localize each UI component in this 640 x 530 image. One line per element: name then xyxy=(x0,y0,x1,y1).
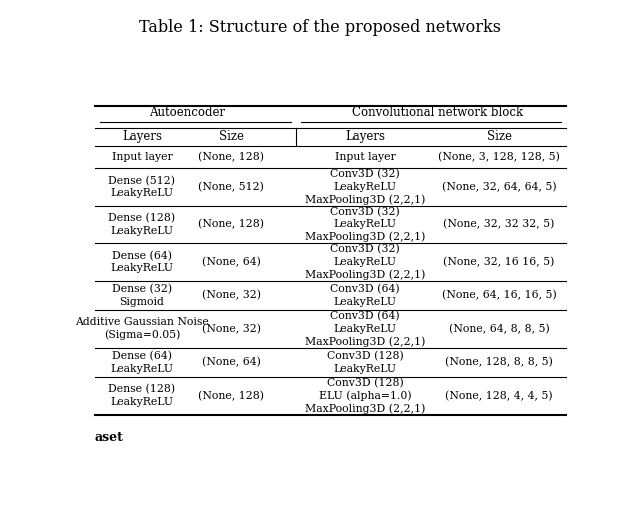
Text: Conv3D (32)
LeakyReLU
MaxPooling3D (2,2,1): Conv3D (32) LeakyReLU MaxPooling3D (2,2,… xyxy=(305,244,426,280)
Text: Convolutional network block: Convolutional network block xyxy=(351,107,523,119)
Text: Dense (64)
LeakyReLU: Dense (64) LeakyReLU xyxy=(111,251,173,273)
Text: (None, 3, 128, 128, 5): (None, 3, 128, 128, 5) xyxy=(438,152,560,162)
Text: Dense (128)
LeakyReLU: Dense (128) LeakyReLU xyxy=(108,213,175,236)
Text: Conv3D (128)
LeakyReLU: Conv3D (128) LeakyReLU xyxy=(327,351,404,374)
Text: Size: Size xyxy=(219,130,244,143)
Text: Additive Gaussian Noise
(Sigma=0.05): Additive Gaussian Noise (Sigma=0.05) xyxy=(75,317,209,340)
Text: Conv3D (64)
LeakyReLU: Conv3D (64) LeakyReLU xyxy=(330,284,400,307)
Text: Conv3D (128)
ELU (alpha=1.0)
MaxPooling3D (2,2,1): Conv3D (128) ELU (alpha=1.0) MaxPooling3… xyxy=(305,377,426,414)
Text: Size: Size xyxy=(486,130,511,143)
Text: (None, 64): (None, 64) xyxy=(202,357,260,367)
Text: Dense (128)
LeakyReLU: Dense (128) LeakyReLU xyxy=(108,384,175,407)
Text: (None, 32): (None, 32) xyxy=(202,290,260,301)
Text: Conv3D (64)
LeakyReLU
MaxPooling3D (2,2,1): Conv3D (64) LeakyReLU MaxPooling3D (2,2,… xyxy=(305,311,426,347)
Text: (None, 128): (None, 128) xyxy=(198,152,264,162)
Text: Input layer: Input layer xyxy=(335,152,396,162)
Text: Autoencoder: Autoencoder xyxy=(148,107,225,119)
Text: (None, 512): (None, 512) xyxy=(198,182,264,192)
Text: aset: aset xyxy=(95,431,124,444)
Text: Conv3D (32)
LeakyReLU
MaxPooling3D (2,2,1): Conv3D (32) LeakyReLU MaxPooling3D (2,2,… xyxy=(305,207,426,242)
Text: (None, 32, 64, 64, 5): (None, 32, 64, 64, 5) xyxy=(442,182,556,192)
Text: Layers: Layers xyxy=(345,130,385,143)
Text: (None, 32): (None, 32) xyxy=(202,324,260,334)
Text: (None, 128): (None, 128) xyxy=(198,391,264,401)
Text: (None, 128): (None, 128) xyxy=(198,219,264,229)
Text: (None, 128, 4, 4, 5): (None, 128, 4, 4, 5) xyxy=(445,391,553,401)
Text: (None, 64, 16, 16, 5): (None, 64, 16, 16, 5) xyxy=(442,290,557,301)
Text: (None, 128, 8, 8, 5): (None, 128, 8, 8, 5) xyxy=(445,357,553,367)
Text: Dense (32)
Sigmoid: Dense (32) Sigmoid xyxy=(112,284,172,307)
Text: Dense (512)
LeakyReLU: Dense (512) LeakyReLU xyxy=(109,175,175,198)
Text: (None, 64): (None, 64) xyxy=(202,257,260,267)
Text: Layers: Layers xyxy=(122,130,162,143)
Text: (None, 32, 16 16, 5): (None, 32, 16 16, 5) xyxy=(444,257,555,267)
Text: (None, 32, 32 32, 5): (None, 32, 32 32, 5) xyxy=(444,219,555,229)
Text: Conv3D (32)
LeakyReLU
MaxPooling3D (2,2,1): Conv3D (32) LeakyReLU MaxPooling3D (2,2,… xyxy=(305,169,426,205)
Text: Input layer: Input layer xyxy=(111,152,172,162)
Text: (None, 64, 8, 8, 5): (None, 64, 8, 8, 5) xyxy=(449,324,550,334)
Text: Table 1: Structure of the proposed networks: Table 1: Structure of the proposed netwo… xyxy=(139,19,501,36)
Text: Dense (64)
LeakyReLU: Dense (64) LeakyReLU xyxy=(111,351,173,374)
